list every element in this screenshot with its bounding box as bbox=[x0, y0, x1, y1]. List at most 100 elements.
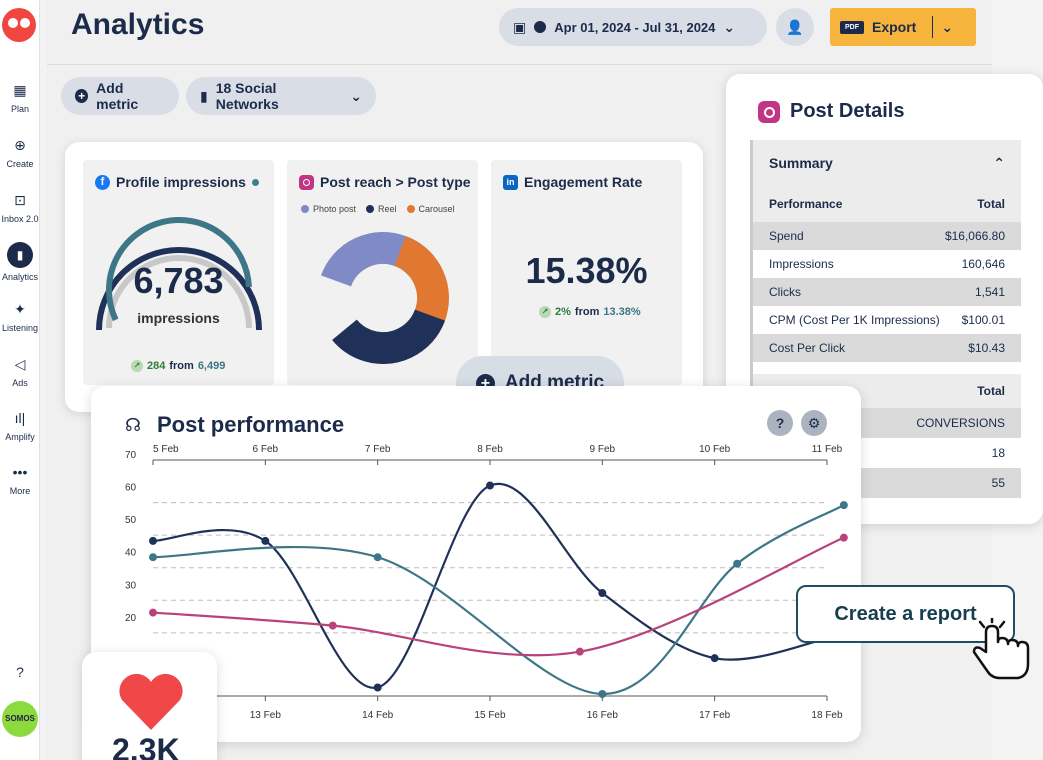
create-report-button[interactable]: Create a report bbox=[796, 585, 1015, 643]
sidebar-item-amplify[interactable]: ıl| Amplify bbox=[0, 410, 40, 442]
help-icon[interactable]: ? bbox=[0, 664, 40, 680]
sidebar-item-inbox[interactable]: ⊡ Inbox 2.0 bbox=[0, 192, 40, 224]
pdf-icon: PDF bbox=[840, 20, 864, 34]
engagement-value: 15.38% bbox=[525, 250, 648, 291]
instagram-icon bbox=[299, 174, 314, 190]
row-value: $100.01 bbox=[961, 313, 1005, 327]
heart-icon bbox=[119, 673, 183, 730]
settings-button[interactable]: ⚙ bbox=[801, 410, 827, 436]
data-point-magenta bbox=[575, 647, 584, 656]
owl-logo-icon[interactable] bbox=[2, 8, 36, 42]
sidebar-item-create[interactable]: ⊕ Create bbox=[0, 137, 40, 169]
export-button[interactable]: PDF Export ⌄ bbox=[830, 8, 976, 46]
summary-row[interactable]: Summary ⌃ bbox=[753, 140, 1021, 186]
chevron-up-icon[interactable]: ⌃ bbox=[993, 154, 1005, 171]
trend-change: 284 bbox=[147, 360, 166, 372]
header-divider bbox=[47, 64, 992, 65]
post-performance-title-text: Post performance bbox=[157, 412, 345, 437]
add-metric-button[interactable]: + Add metric bbox=[61, 77, 179, 115]
post-performance-panel: ☊ Post performance ? ⚙ 20 30 40 50 60 70 5 Feb… bbox=[91, 386, 861, 742]
row-label: Clicks bbox=[769, 285, 801, 299]
megaphone-icon: ◁ bbox=[14, 356, 26, 372]
sidebar: ▦ Plan ⊕ Create ⊡ Inbox 2.0 ▮ Analytics … bbox=[0, 0, 40, 760]
row-value: 1,541 bbox=[974, 285, 1005, 299]
table-row: Clicks 1,541 bbox=[753, 278, 1021, 306]
status-dot bbox=[251, 178, 259, 186]
y-tick-label: 40 bbox=[125, 548, 137, 559]
bottom-tick-label: 18 Feb bbox=[811, 710, 843, 721]
top-tick-label: 8 Feb bbox=[477, 444, 503, 455]
table-row: Cost Per Click $10.43 bbox=[753, 334, 1021, 362]
plus-icon: + bbox=[75, 89, 89, 103]
row-label: CPM (Cost Per 1K Impressions) bbox=[769, 313, 940, 327]
engagement-trend: ↗ 2% from 13.38% bbox=[539, 306, 641, 318]
legend-photo: Photo post bbox=[301, 204, 356, 214]
post-performance-title: ☊ Post performance bbox=[125, 412, 344, 438]
performance-chart: 20 30 40 50 60 70 5 Feb 6 Feb 7 Feb 8 Feb 9 Feb 10 … bbox=[125, 444, 848, 721]
data-point-magenta bbox=[328, 621, 337, 630]
data-point-navy bbox=[486, 481, 494, 490]
table-row: Impressions 160,646 bbox=[753, 250, 1021, 278]
table-row: CPM (Cost Per 1K Impressions) $100.01 bbox=[753, 306, 1021, 334]
lightbulb-icon: ✦ bbox=[14, 301, 26, 317]
y-tick-label: 70 bbox=[125, 450, 137, 461]
sidebar-item-plan[interactable]: ▦ Plan bbox=[0, 82, 40, 114]
social-networks-dropdown[interactable]: ▮ 18 Social Networks ⌄ bbox=[186, 77, 376, 115]
y-tick-label: 60 bbox=[125, 483, 137, 494]
card-title: in Engagement Rate bbox=[503, 174, 642, 190]
networks-label: 18 Social Networks bbox=[215, 80, 279, 112]
series-line-magenta bbox=[152, 536, 845, 657]
bottom-tick-label: 13 Feb bbox=[250, 710, 282, 721]
impressions-value: 6,783 bbox=[133, 260, 224, 301]
top-tick-label: 11 Feb bbox=[812, 444, 843, 455]
trend-previous: 13.38% bbox=[603, 306, 641, 318]
divider bbox=[932, 16, 934, 38]
row-value: 55 bbox=[991, 476, 1005, 490]
post-details-panel: Post Details Summary ⌃ Performance Total… bbox=[726, 74, 1043, 524]
card-title-text: Profile impressions bbox=[116, 174, 246, 190]
facebook-icon: f bbox=[95, 174, 110, 190]
row-value: $16,066.80 bbox=[944, 229, 1005, 243]
trend-up-icon: ↗ bbox=[539, 306, 551, 318]
sidebar-item-label: Plan bbox=[10, 104, 29, 114]
sidebar-item-ads[interactable]: ◁ Ads bbox=[0, 356, 40, 388]
trend-from: from bbox=[574, 306, 600, 318]
add-metric-label: Add metric bbox=[96, 80, 139, 112]
likes-value: 2.3K bbox=[112, 732, 180, 760]
table-header: Performance Total bbox=[753, 186, 1021, 222]
bottom-tick-label: 16 Feb bbox=[587, 710, 619, 721]
data-point-teal bbox=[149, 553, 157, 562]
post-details-title-text: Post Details bbox=[790, 100, 905, 122]
sidebar-item-more[interactable]: ••• More bbox=[0, 464, 40, 496]
bar-chart-icon: ▮ bbox=[200, 87, 208, 104]
chevron-down-icon[interactable]: ⌄ bbox=[941, 18, 954, 35]
date-range-picker[interactable]: ▣ Apr 01, 2024 - Jul 31, 2024 ⌄ bbox=[499, 8, 767, 46]
avatar[interactable]: SOMOS bbox=[2, 701, 38, 737]
help-button[interactable]: ? bbox=[767, 410, 793, 436]
plus-circle-icon: ⊕ bbox=[14, 137, 26, 153]
dot-icon bbox=[534, 21, 547, 33]
post-reach-card[interactable]: Post reach > Post type Photo post Reel C… bbox=[287, 160, 478, 385]
linkedin-icon: in bbox=[503, 174, 518, 190]
bottom-tick-label: 15 Feb bbox=[474, 710, 506, 721]
impressions-card[interactable]: f Profile impressions 6,783 impressions … bbox=[83, 160, 274, 385]
sidebar-item-analytics[interactable]: ▮ Analytics bbox=[0, 242, 40, 282]
trend-previous: 6,499 bbox=[197, 360, 226, 372]
data-point-navy bbox=[710, 654, 719, 663]
row-label: Cost Per Click bbox=[769, 341, 846, 355]
export-label: Export bbox=[872, 19, 917, 35]
row-label: Spend bbox=[769, 229, 804, 243]
table-row: Spend $16,066.80 bbox=[753, 222, 1021, 250]
help-glyph: ? bbox=[16, 664, 24, 680]
card-title-text: Post reach > Post type bbox=[320, 174, 471, 190]
sidebar-item-label: Analytics bbox=[1, 272, 38, 282]
performance-icon: ☊ bbox=[125, 414, 141, 435]
gauge-fill-arc bbox=[106, 217, 252, 322]
sidebar-item-listening[interactable]: ✦ Listening bbox=[0, 301, 40, 333]
add-user-button[interactable]: 👤 bbox=[776, 8, 814, 46]
data-point-teal bbox=[733, 559, 742, 568]
engagement-card[interactable]: in Engagement Rate 15.38% ↗ 2% from 13.3… bbox=[491, 160, 682, 385]
legend-reel: Reel bbox=[366, 204, 397, 214]
bottom-tick-label: 14 Feb bbox=[362, 710, 394, 721]
y-tick-label: 50 bbox=[125, 515, 137, 526]
